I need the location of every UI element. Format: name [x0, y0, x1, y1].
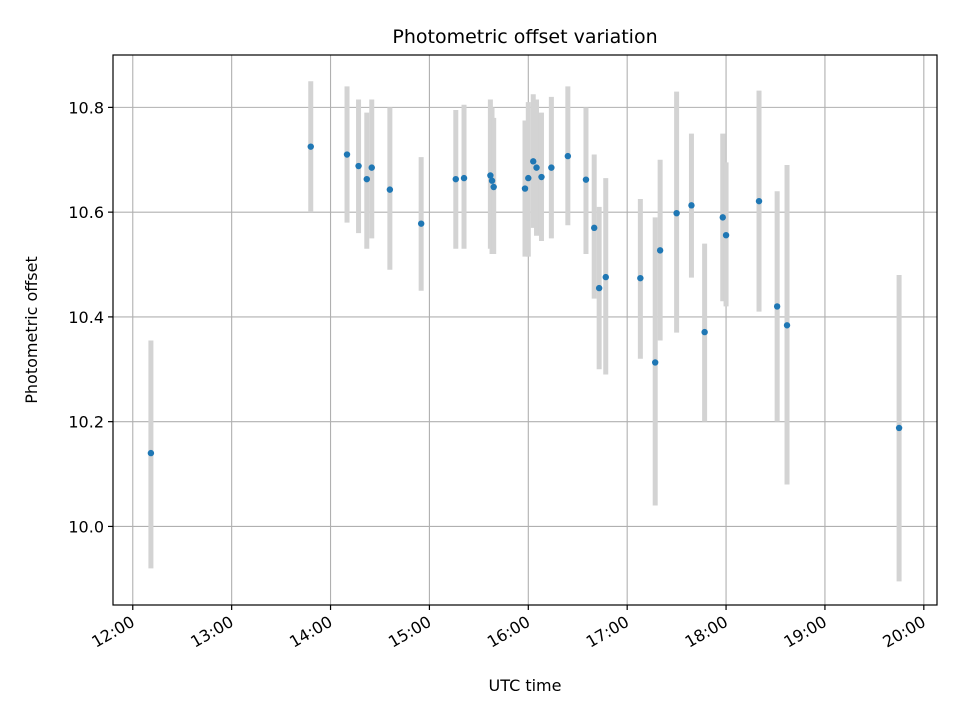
data-point	[538, 173, 545, 181]
y-tick-label: 10.2	[68, 413, 104, 432]
data-point	[490, 183, 497, 191]
data-point	[773, 303, 781, 310]
data-point	[530, 158, 537, 165]
x-tick-label: 18:00	[682, 612, 731, 652]
data-point	[719, 214, 726, 221]
data-point	[582, 176, 590, 183]
data-point	[722, 231, 730, 239]
y-axis: 10.0 10.2 10.4 10.6 10.8	[68, 98, 113, 536]
y-tick-label: 10.8	[68, 98, 104, 117]
data-point	[307, 143, 314, 150]
data-point	[460, 174, 468, 182]
data-point	[355, 162, 362, 170]
data-point	[688, 202, 695, 209]
data-points	[147, 143, 903, 457]
x-axis-title: UTC time	[489, 676, 562, 695]
data-point	[701, 328, 708, 336]
plot-area-frame	[112, 54, 938, 606]
data-point	[533, 164, 540, 171]
data-point	[602, 273, 609, 281]
x-tick-label: 17:00	[583, 612, 632, 652]
data-point	[591, 224, 598, 232]
data-point	[564, 152, 572, 160]
y-tick-label: 10.6	[68, 203, 104, 222]
data-point	[783, 322, 791, 329]
data-point	[656, 247, 664, 254]
data-point	[417, 220, 425, 227]
data-point	[755, 197, 763, 205]
x-tick-label: 15:00	[385, 612, 434, 652]
x-tick-label: 13:00	[187, 612, 236, 652]
data-point	[673, 209, 680, 217]
data-point	[548, 164, 555, 171]
x-tick-label: 19:00	[781, 612, 830, 652]
x-tick-label: 12:00	[88, 612, 137, 652]
data-point	[487, 172, 494, 179]
data-point	[343, 151, 351, 158]
y-tick-label: 10.4	[68, 308, 104, 327]
data-point	[452, 175, 459, 183]
data-point	[521, 185, 529, 192]
data-point	[637, 274, 644, 282]
chart-title: Photometric offset variation	[392, 26, 657, 48]
y-tick-label: 10.0	[68, 517, 104, 536]
data-point	[651, 359, 659, 366]
data-point	[363, 175, 370, 183]
error-bars	[148, 81, 902, 582]
data-point	[525, 174, 532, 182]
data-point	[386, 186, 394, 193]
data-point	[595, 284, 603, 292]
data-point	[147, 449, 155, 457]
x-tick-label: 14:00	[286, 612, 335, 652]
x-tick-label: 16:00	[484, 612, 533, 652]
x-axis: 12:00 13:00 14:00 15:00 16:00 17:00 18:00 19:00…	[88, 605, 929, 652]
data-point	[895, 424, 903, 432]
x-tick-label: 20:00	[879, 612, 928, 652]
y-axis-title: Photometric offset	[22, 256, 41, 404]
data-point	[368, 164, 375, 171]
data-point	[488, 177, 496, 184]
